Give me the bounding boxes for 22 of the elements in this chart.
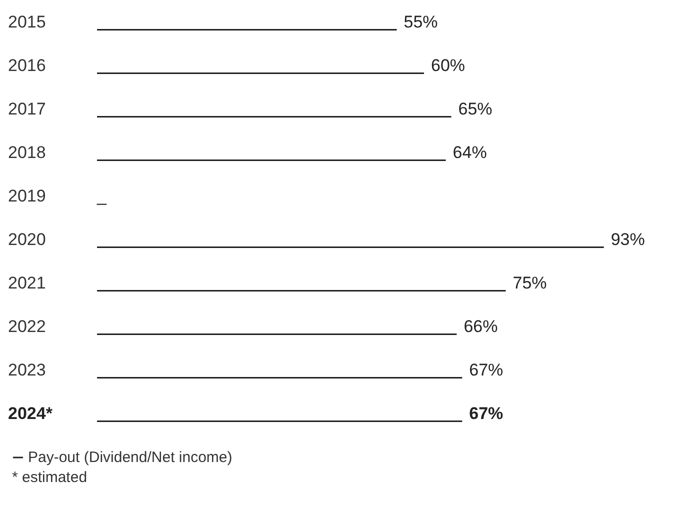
y-tick-label: 2023 [8, 360, 46, 380]
y-tick-label: 2024* [8, 404, 53, 423]
y-tick-label: 2021 [8, 273, 46, 292]
text: _ [97, 186, 106, 206]
data-label: 67% [469, 360, 504, 380]
data-label: 55% [404, 12, 438, 32]
legend-label: Pay-out (Dividend/Net income) [28, 449, 232, 466]
data-label: 75% [512, 273, 547, 292]
y-tick-label: 2022 [8, 316, 46, 336]
y-tick-label: 2016 [8, 56, 46, 75]
y-tick-label: 2015 [8, 12, 46, 32]
y-tick-label: 2020 [8, 230, 46, 249]
data-label: 65% [458, 99, 492, 118]
data-label: 93% [610, 230, 645, 249]
data-label: 60% [431, 56, 466, 75]
data-label: 66% [464, 316, 498, 336]
data-label: 67% [469, 404, 504, 423]
text: * estimated [12, 469, 88, 486]
y-tick-label: 2017 [8, 99, 46, 118]
y-tick-label: 2019 [8, 186, 46, 206]
y-tick-label: 2018 [8, 142, 46, 162]
data-label: 64% [452, 142, 487, 162]
